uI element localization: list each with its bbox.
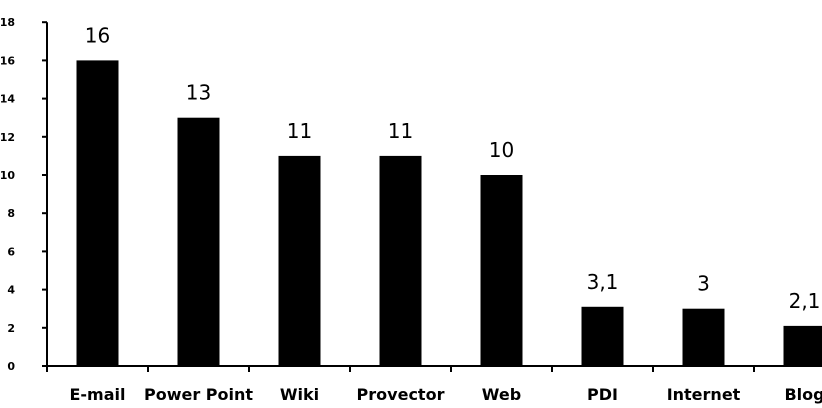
bar-pdi — [581, 306, 624, 366]
category-label: E-mail — [69, 385, 125, 404]
category-label: Blog — [784, 385, 822, 404]
value-label: 11 — [287, 119, 312, 143]
value-label: 3,1 — [587, 270, 619, 294]
y-tick-label: 10 — [0, 169, 15, 182]
x-axis — [46, 365, 822, 372]
category-label: Provector — [357, 385, 445, 404]
bars — [76, 60, 822, 367]
bar-provector — [379, 155, 422, 366]
value-label: 3 — [697, 272, 710, 296]
bar-power-point — [177, 117, 220, 366]
y-tick-label: 18 — [0, 16, 15, 29]
value-label: 13 — [186, 81, 211, 105]
y-tick-label: 4 — [7, 284, 15, 297]
y-tick-label: 16 — [0, 54, 15, 67]
value-label: 2,1 — [789, 289, 821, 313]
bar-internet — [682, 308, 725, 366]
category-label: Internet — [667, 385, 741, 404]
y-tick-label: 8 — [7, 207, 15, 220]
category-label: Wiki — [280, 385, 319, 404]
value-label: 10 — [489, 138, 514, 162]
value-label: 11 — [388, 119, 413, 143]
category-labels: E-mail Power Point Wiki Provector Web PDI Inte… — [69, 385, 822, 404]
bar-web — [480, 175, 523, 366]
value-labels: 16 13 11 11 10 3,1 3 2,1 — [85, 23, 821, 312]
value-label: 16 — [85, 23, 110, 47]
category-label: Web — [482, 385, 521, 404]
bar-blog — [783, 325, 822, 366]
bar-wiki — [278, 155, 321, 366]
y-tick-label: 12 — [0, 131, 15, 144]
category-label: Power Point — [144, 385, 253, 404]
category-label: PDI — [587, 385, 618, 404]
y-axis: 0 2 4 6 8 10 12 14 16 18 — [0, 16, 48, 373]
y-tick-label: 14 — [0, 93, 15, 106]
bar-e-mail — [76, 60, 119, 367]
y-tick-label: 6 — [7, 245, 15, 258]
y-tick-label: 0 — [7, 360, 15, 373]
y-tick-label: 2 — [7, 322, 15, 335]
